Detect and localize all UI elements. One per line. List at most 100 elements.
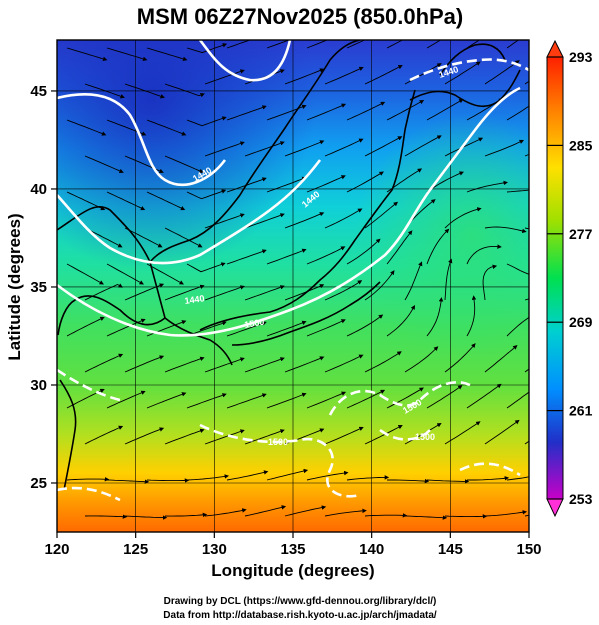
- contour-label: 1500: [268, 437, 288, 447]
- streamline: [284, 356, 325, 373]
- coastline: [57, 40, 521, 491]
- streamline: [204, 213, 245, 229]
- streamline: [84, 353, 124, 373]
- streamline: [444, 258, 453, 301]
- streamline: [306, 175, 346, 193]
- streamline: [506, 476, 529, 481]
- streamline: [506, 263, 529, 275]
- streamline: [346, 101, 386, 121]
- streamline: [404, 135, 442, 157]
- streamline: [66, 191, 106, 211]
- colorbar-max-arrow: [546, 39, 564, 58]
- x-tick-label: 120: [44, 541, 69, 558]
- y-tick-label: 45: [30, 83, 47, 100]
- streamline: [284, 505, 327, 517]
- streamline: [186, 116, 227, 127]
- streamline: [484, 345, 518, 373]
- streamline: [324, 508, 367, 517]
- streamline: [444, 514, 488, 519]
- streamline: [124, 227, 163, 248]
- streamline: [506, 105, 529, 121]
- streamline: [324, 138, 364, 157]
- streamline: [404, 261, 423, 301]
- streamline: [186, 474, 230, 481]
- streamline: [244, 357, 285, 373]
- streamline: [467, 476, 510, 481]
- streamline: [226, 40, 252, 49]
- streamline: [364, 136, 403, 157]
- streamline: [324, 426, 364, 445]
- streamline: [324, 66, 364, 85]
- streamline: [244, 429, 285, 445]
- x-axis: 120 125 130 135 140 145 150: [44, 532, 542, 558]
- streamline: [124, 355, 165, 373]
- streamline: [106, 263, 144, 285]
- streamline: [484, 139, 525, 157]
- streamline: [284, 284, 325, 301]
- streamline: [484, 226, 527, 234]
- contour-label: 1440: [184, 293, 205, 306]
- streamline: [146, 478, 190, 483]
- streamline: [84, 83, 125, 99]
- streamline: [66, 316, 105, 337]
- streamline: [506, 40, 520, 49]
- chart-title: MSM 06Z27Nov2025 (850.0hPa): [137, 4, 464, 29]
- streamline: [106, 47, 148, 62]
- streamline: [226, 470, 269, 481]
- y-tick-label: 25: [30, 475, 47, 492]
- streamline: [124, 515, 168, 520]
- streamline: [66, 119, 107, 136]
- streamline: [164, 284, 205, 301]
- streamline: [284, 212, 325, 229]
- x-axis-title: Longitude (degrees): [211, 561, 374, 580]
- streamline: [164, 356, 205, 373]
- streamline: [364, 201, 399, 229]
- streamline: [66, 263, 104, 285]
- streamline: [346, 475, 390, 481]
- streamline: [164, 227, 203, 248]
- streamline: [386, 230, 413, 265]
- streamline: [84, 155, 124, 173]
- streamline: [346, 389, 386, 409]
- streamline: [306, 470, 349, 481]
- contour-label: 1500: [244, 317, 265, 330]
- streamline: [106, 191, 146, 211]
- streamline: [146, 191, 186, 211]
- streamline: [444, 421, 481, 445]
- streamline: [386, 100, 425, 121]
- streamline: [364, 270, 395, 301]
- streamline: [266, 392, 307, 409]
- streamline: [146, 392, 187, 409]
- streamline: [426, 98, 464, 121]
- streamline: [204, 429, 245, 445]
- colorbar-min-arrow: [546, 498, 564, 518]
- y-axis: 25 30 35 40 45: [30, 83, 57, 492]
- y-tick-label: 30: [30, 377, 47, 394]
- streamline: [186, 393, 227, 409]
- streamline: [66, 47, 108, 62]
- streamline: [466, 383, 502, 409]
- streamline: [244, 141, 285, 157]
- streamline: [484, 510, 528, 517]
- streamline: [426, 479, 470, 484]
- colorbar-tick-label: 293: [569, 49, 593, 65]
- streamline: [444, 207, 482, 229]
- streamline: [266, 320, 307, 337]
- colorbar-tick-label: 285: [569, 137, 593, 153]
- streamline: [346, 40, 366, 49]
- streamline: [484, 60, 520, 85]
- streamline: [364, 65, 403, 85]
- streamline: [404, 346, 439, 373]
- streamline: [346, 238, 381, 265]
- x-tick-label: 125: [123, 541, 148, 558]
- streamline: [84, 425, 124, 445]
- streamline: [164, 428, 205, 445]
- streamline: [346, 314, 384, 337]
- streamline: [146, 47, 188, 62]
- x-tick-label: 150: [516, 541, 541, 558]
- colorbar-tick-label: 253: [569, 491, 593, 507]
- streamline: [204, 141, 245, 157]
- streamline: [284, 140, 325, 157]
- lat-lon-grid: [57, 40, 529, 532]
- streamline: [266, 176, 307, 193]
